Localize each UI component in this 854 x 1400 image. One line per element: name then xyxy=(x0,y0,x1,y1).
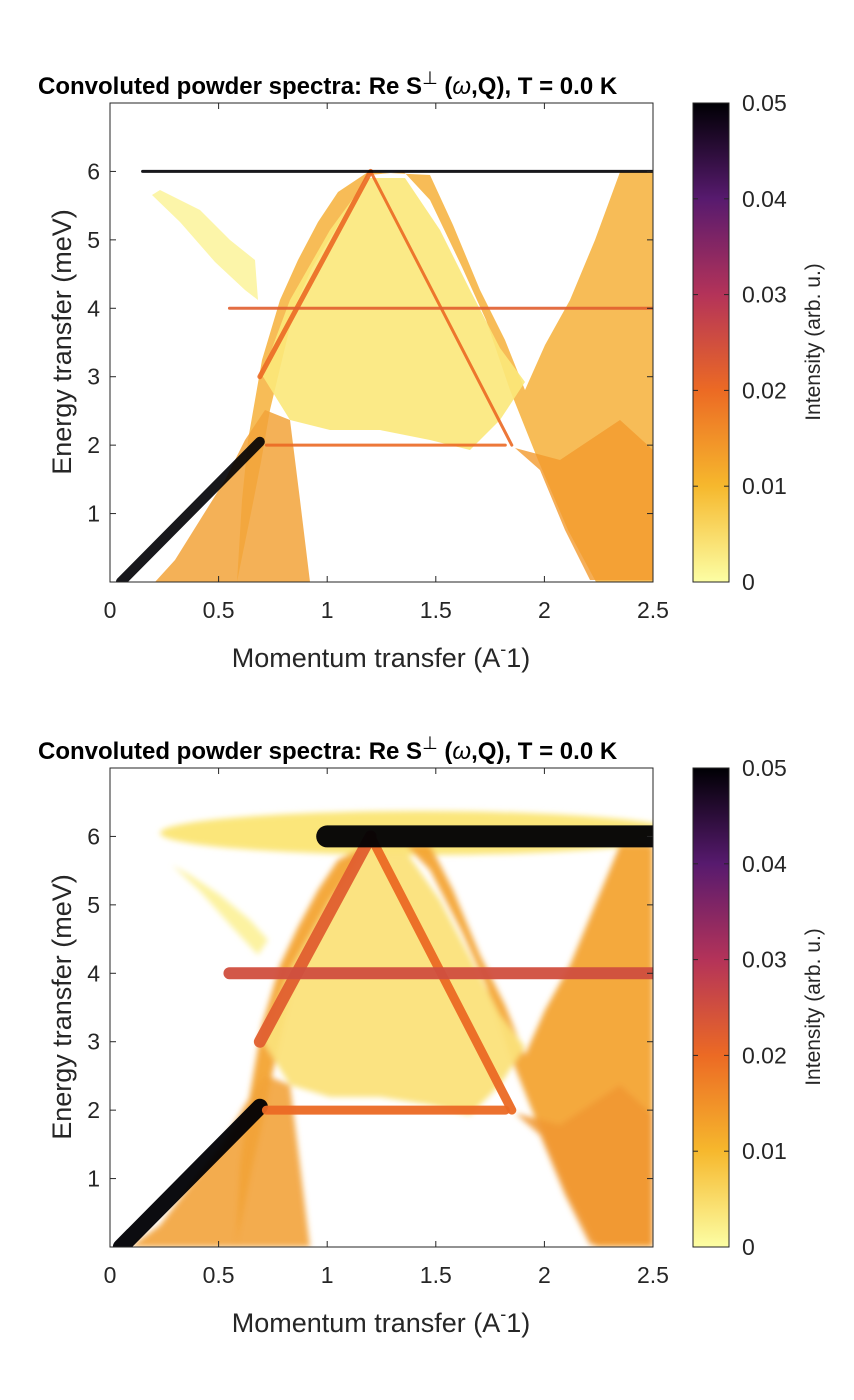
colorbar xyxy=(692,767,730,1248)
y-tick-label: 6 xyxy=(87,823,100,849)
pale-wedge xyxy=(172,865,268,955)
y-axis: 1 2 3 4 5 6 xyxy=(87,823,653,1192)
x-tick-label: 0 xyxy=(104,1262,117,1288)
plot-frame xyxy=(109,102,654,583)
y-tick-label: 6 xyxy=(87,158,100,184)
lower-region-right xyxy=(515,1085,653,1245)
x-axis-label: Momentum transfer (A-1) xyxy=(232,1304,531,1338)
y-tick-label: 1 xyxy=(87,501,100,527)
y-axis-label: Energy transfer (meV) xyxy=(47,874,77,1140)
x-tick-label: 1 xyxy=(321,597,334,623)
x-axis-label: Momentum transfer (A-1) xyxy=(232,639,531,673)
y-tick-label: 1 xyxy=(87,1166,100,1192)
y-tick-label: 5 xyxy=(87,892,100,918)
colorbar-tick-label: 0.02 xyxy=(742,377,787,403)
colorbar-tick-label: 0.05 xyxy=(742,90,787,116)
colorbar-tick-label: 0.01 xyxy=(742,1138,787,1164)
x-tick-label: 2.5 xyxy=(637,597,669,623)
colorbar-label: Intensity (arb. u.) xyxy=(802,928,825,1086)
plot-frame xyxy=(109,767,654,1248)
colorbar-tick-label: 0.01 xyxy=(742,473,787,499)
colorbar-tick-label: 0.03 xyxy=(742,947,787,973)
colorbar-label: Intensity (arb. u.) xyxy=(802,263,825,421)
y-axis-label: Energy transfer (meV) xyxy=(47,209,77,475)
colorbar-tick-label: 0.02 xyxy=(742,1042,787,1068)
colorbar-tick-label: 0.03 xyxy=(742,282,787,308)
dispersion-band-2 xyxy=(257,168,374,380)
low-q-continuum xyxy=(155,410,310,582)
y-axis: 1 2 3 4 5 6 xyxy=(87,158,653,527)
x-tick-label: 2 xyxy=(538,597,551,623)
dispersion-band-1 xyxy=(112,1098,268,1247)
colorbar-tick-label: 0 xyxy=(742,569,755,595)
chart-panel-top: Convoluted powder spectra: Re S⊥ (ω,Q), … xyxy=(0,0,854,680)
y-tick-label: 4 xyxy=(87,960,100,986)
x-axis: 0 0.5 1 1.5 2 2.5 xyxy=(104,768,669,1288)
colorbar xyxy=(692,102,730,583)
x-tick-label: 0.5 xyxy=(203,1262,235,1288)
colorbar-tick-label: 0.04 xyxy=(742,186,787,212)
chart-title: Convoluted powder spectra: Re S⊥ (ω,Q), … xyxy=(38,733,618,765)
chart-panel-bottom: Convoluted powder spectra: Re S⊥ (ω,Q), … xyxy=(0,665,854,1345)
y-tick-label: 5 xyxy=(87,227,100,253)
low-q-continuum xyxy=(130,1075,310,1247)
dispersion-band-1 xyxy=(115,436,265,582)
chart-title: Convoluted powder spectra: Re S⊥ (ω,Q), … xyxy=(38,68,618,100)
heatmap-chart-top: Convoluted powder spectra: Re S⊥ (ω,Q), … xyxy=(38,68,825,673)
bands-layer xyxy=(112,825,653,1247)
y-tick-label: 4 xyxy=(87,295,100,321)
x-tick-label: 1.5 xyxy=(420,1262,452,1288)
colorbar-tick-label: 0.05 xyxy=(742,755,787,781)
x-tick-label: 0.5 xyxy=(203,597,235,623)
dispersion-band-2 xyxy=(253,830,377,1048)
pale-wedge xyxy=(152,190,258,300)
y-tick-label: 2 xyxy=(87,1097,100,1123)
y-tick-label: 3 xyxy=(87,364,100,390)
x-tick-label: 1.5 xyxy=(420,597,452,623)
y-tick-label: 2 xyxy=(87,432,100,458)
colorbar-tick-label: 0 xyxy=(742,1234,755,1260)
colorbar-ticks: 0 0.01 0.02 0.03 0.04 0.05 xyxy=(693,90,787,595)
x-tick-label: 2.5 xyxy=(637,1262,669,1288)
x-tick-label: 1 xyxy=(321,1262,334,1288)
colorbar-ticks: 0 0.01 0.02 0.03 0.04 0.05 xyxy=(693,755,787,1260)
x-axis: 0 0.5 1 1.5 2 2.5 xyxy=(104,103,669,623)
x-tick-label: 2 xyxy=(538,1262,551,1288)
bands-layer xyxy=(115,168,653,582)
x-tick-label: 0 xyxy=(104,597,117,623)
y-tick-label: 3 xyxy=(87,1029,100,1055)
colorbar-tick-label: 0.04 xyxy=(742,851,787,877)
heatmap-chart-bottom: Convoluted powder spectra: Re S⊥ (ω,Q), … xyxy=(38,733,825,1338)
lower-region-right xyxy=(515,420,653,580)
